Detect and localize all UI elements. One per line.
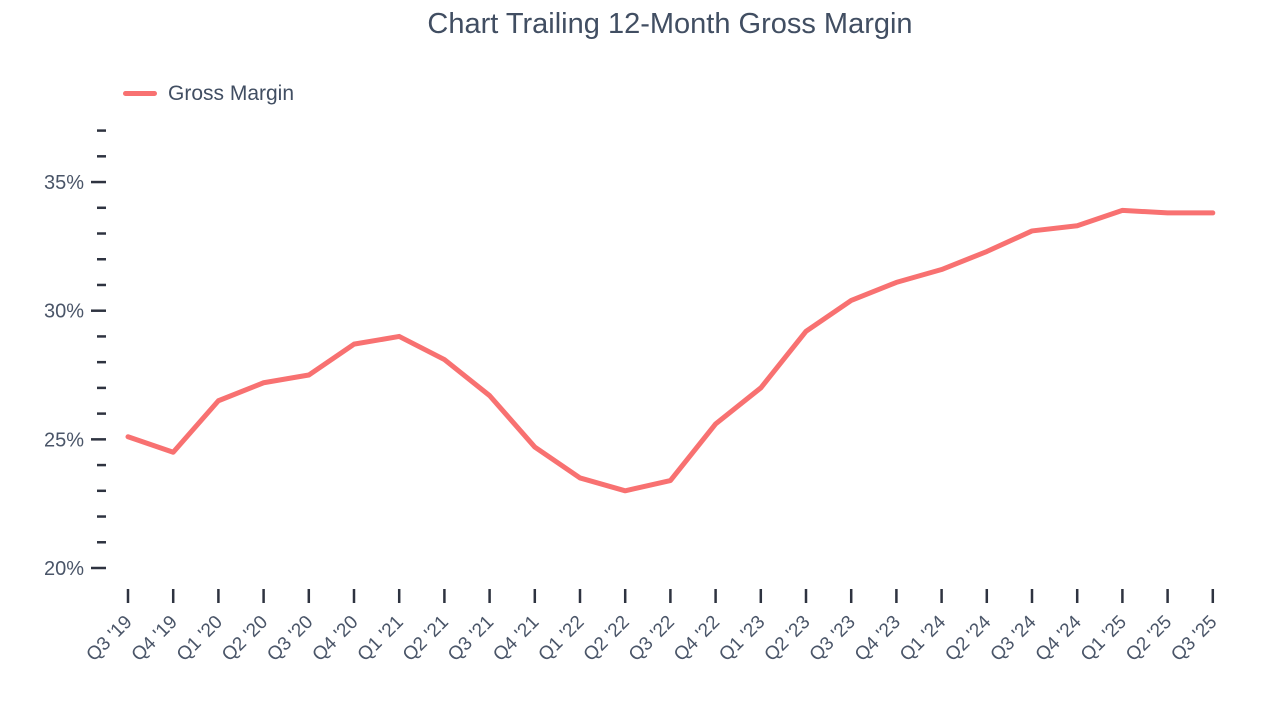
x-axis-tick-label: Q4 '21 (489, 612, 543, 666)
y-axis-tick-label: 25% (44, 429, 84, 451)
x-axis-tick-label: Q1 '22 (535, 612, 589, 666)
x-axis-tick-label: Q3 '19 (83, 612, 137, 666)
x-axis-tick-label: Q3 '23 (806, 612, 860, 666)
x-axis-tick-label: Q3 '20 (263, 612, 317, 666)
x-axis-tick-label: Q2 '21 (399, 612, 453, 666)
x-axis-tick-label: Q1 '23 (715, 612, 769, 666)
x-axis-tick-label: Q4 '23 (851, 612, 905, 666)
x-axis-tick-label: Q3 '25 (1167, 612, 1221, 666)
chart-title: Chart Trailing 12-Month Gross Margin (427, 8, 913, 40)
x-axis-tick-label: Q4 '19 (128, 612, 182, 666)
gross-margin-line (125, 207, 1216, 494)
y-axis-tick-label: 30% (44, 301, 84, 323)
x-axis-tick-label: Q3 '24 (987, 611, 1041, 665)
x-axis-tick-label: Q2 '22 (580, 612, 634, 666)
x-axis-tick-label: Q3 '22 (625, 612, 679, 666)
legend-label: Gross Margin (168, 81, 295, 105)
x-axis-tick-label: Q2 '25 (1122, 612, 1176, 666)
y-axis-tick-label: 35% (44, 172, 84, 194)
x-axis-tick-label: Q4 '24 (1032, 611, 1086, 665)
legend-line-swatch-icon (123, 91, 157, 96)
x-axis-tick-label: Q1 '20 (173, 612, 227, 666)
x-axis-tick-label: Q1 '25 (1077, 612, 1131, 666)
legend: Gross Margin (123, 81, 294, 106)
x-axis-tick-label: Q2 '23 (761, 612, 815, 666)
x-axis-tick-label: Q1 '21 (354, 612, 408, 666)
x-axis-tick-label: Q3 '21 (444, 612, 498, 666)
y-axis-tick-label: 20% (44, 558, 84, 580)
x-axis-tick-label: Q2 '24 (941, 611, 995, 665)
x-axis-tick-label: Q1 '24 (896, 611, 950, 665)
x-axis-tick-label: Q2 '20 (218, 612, 272, 666)
x-axis-tick-label: Q4 '20 (309, 612, 363, 666)
x-axis-tick-label: Q4 '22 (670, 612, 724, 666)
